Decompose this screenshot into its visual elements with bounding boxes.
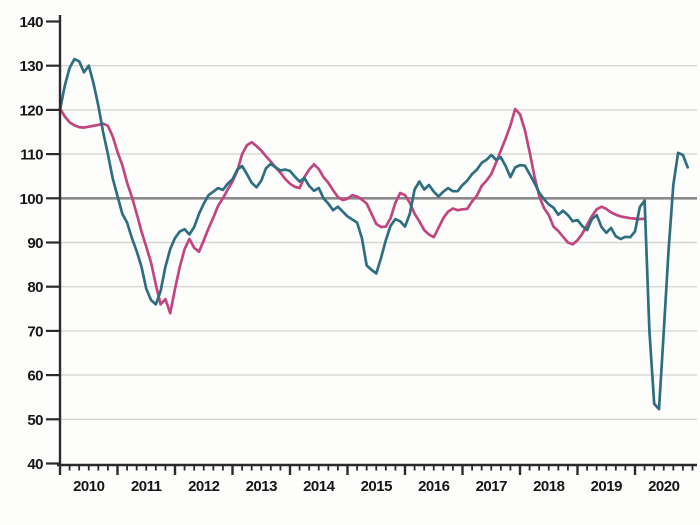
teal-series-line: [58, 57, 690, 411]
y-tick-label: 100: [19, 191, 43, 208]
x-tick-label: 2012: [188, 478, 220, 495]
y-tick-label: 80: [27, 279, 43, 296]
x-tick-label: 2019: [591, 478, 623, 495]
y-tick-label: 140: [19, 14, 43, 31]
x-tick-label: 2010: [73, 478, 105, 495]
x-tick-label: 2018: [533, 478, 565, 495]
y-tick-label: 50: [27, 412, 43, 429]
x-tick-label: 2014: [303, 478, 336, 495]
pink-series-line: [58, 107, 646, 315]
y-tick-label: 60: [27, 368, 43, 385]
y-tick-label: 70: [27, 323, 43, 340]
x-tick-label: 2011: [131, 478, 162, 495]
y-tick-label: 40: [27, 456, 43, 473]
axis-labels: 40 50 60 70 80 90 100 110 120 130 140 2010 2011 2012 2…: [19, 14, 680, 495]
x-tick-label: 2016: [418, 478, 450, 495]
y-tick-label: 120: [19, 102, 43, 119]
x-tick-label: 2020: [648, 478, 680, 495]
x-tick-label: 2017: [476, 478, 508, 495]
x-tick-label: 2015: [361, 478, 393, 495]
y-tick-label: 90: [27, 235, 43, 252]
y-tick-label: 110: [20, 147, 43, 164]
x-tick-label: 2013: [246, 478, 278, 495]
y-tick-label: 130: [19, 58, 43, 75]
axes: [46, 15, 697, 475]
gridlines: [60, 64, 697, 420]
series-lines: [58, 57, 690, 411]
